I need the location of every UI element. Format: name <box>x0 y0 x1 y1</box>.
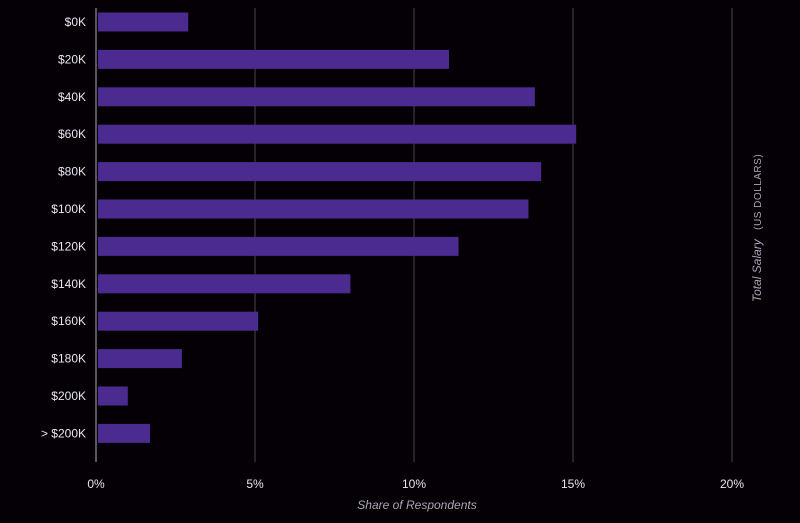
bar <box>98 423 151 443</box>
bar <box>98 311 259 331</box>
bar <box>98 386 128 406</box>
y-axis-title-sub: (US DOLLARS) <box>753 154 764 230</box>
x-axis-title: Share of Respondents <box>357 498 476 512</box>
y-tick-label: $60K <box>58 127 86 141</box>
y-tick-label: $20K <box>58 52 86 66</box>
x-tick-label: 0% <box>87 477 105 491</box>
bar <box>98 49 449 69</box>
bar <box>98 236 459 256</box>
y-tick-label: $120K <box>51 239 86 253</box>
bar <box>98 274 351 294</box>
bar <box>98 124 577 144</box>
y-tick-label: $140K <box>51 277 86 291</box>
y-tick-label: $180K <box>51 352 86 366</box>
y-axis-title-main: Total Salary <box>750 238 764 302</box>
bar <box>98 162 542 182</box>
bar <box>98 199 529 219</box>
bar <box>98 87 535 107</box>
y-tick-label: $40K <box>58 90 86 104</box>
y-tick-label: $100K <box>51 202 86 216</box>
x-tick-label: 20% <box>720 477 744 491</box>
bar <box>98 12 189 32</box>
x-tick-label: 10% <box>402 477 426 491</box>
bar <box>98 349 182 369</box>
x-tick-label: 5% <box>246 477 264 491</box>
y-tick-label: $160K <box>51 314 86 328</box>
y-tick-label: $200K <box>51 389 86 403</box>
x-tick-label: 15% <box>561 477 585 491</box>
y-tick-label: > $200K <box>41 426 86 440</box>
y-axis-title: Total Salary (US DOLLARS) <box>750 154 764 302</box>
y-tick-label: $0K <box>65 15 86 29</box>
y-tick-label: $80K <box>58 165 86 179</box>
